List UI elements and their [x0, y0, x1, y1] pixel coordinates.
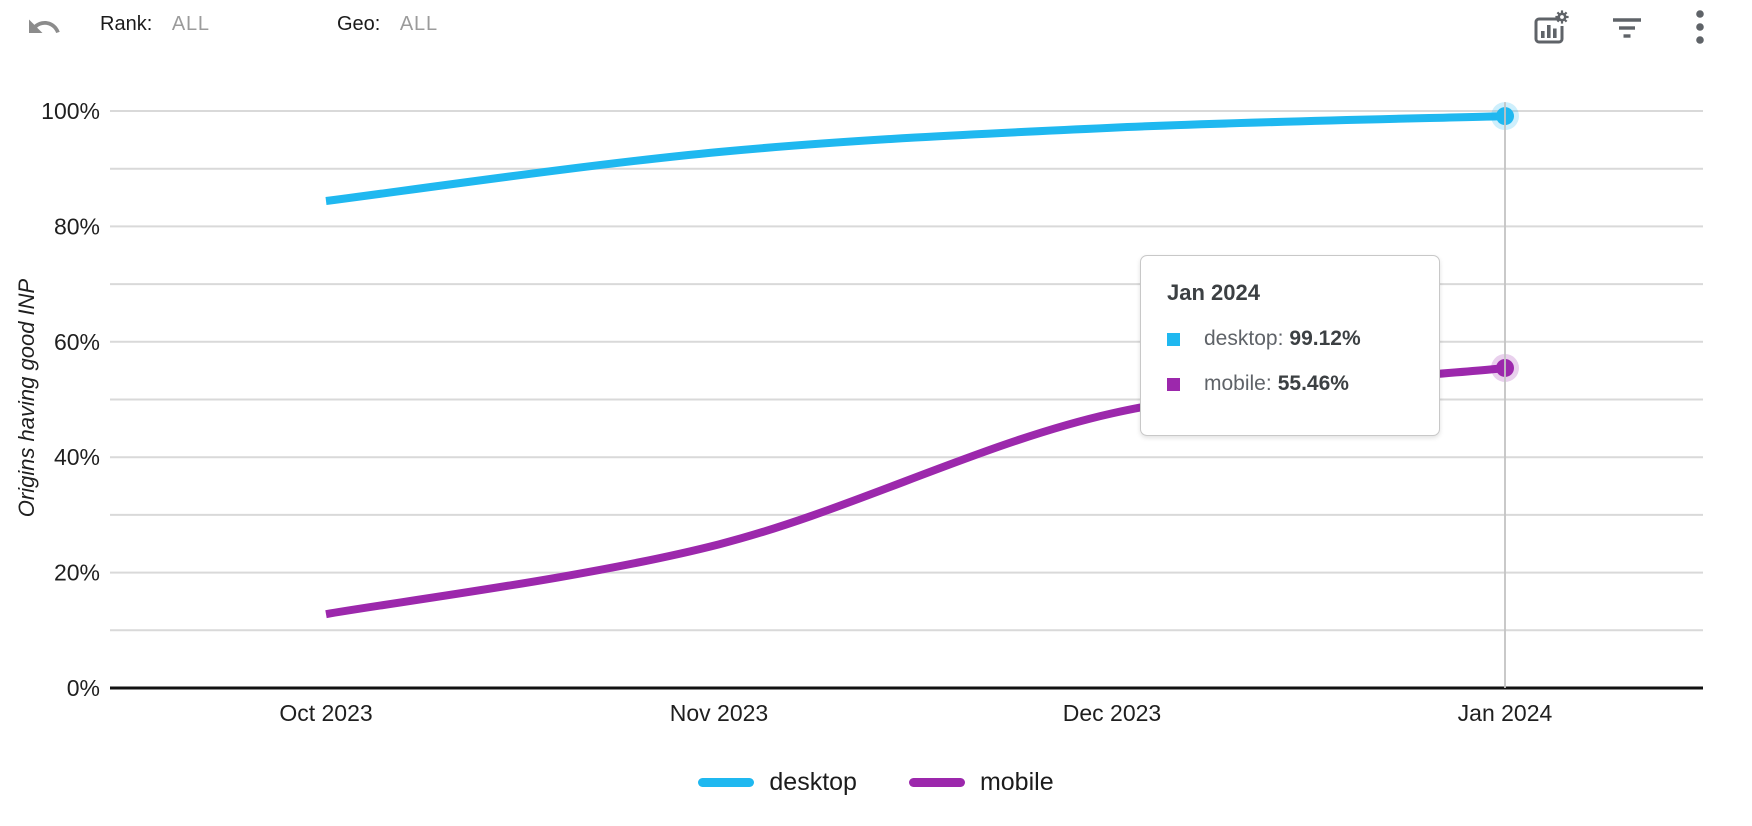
undo-button[interactable]	[26, 12, 62, 42]
x-tick-label: Nov 2023	[670, 700, 768, 726]
tooltip-mobile-label: mobile:	[1204, 372, 1272, 395]
geo-filter-label: Geo:	[337, 13, 381, 35]
rank-filter-value[interactable]: ALL	[171, 13, 210, 35]
mobile-series-swatch	[1167, 377, 1180, 391]
x-tick-label: Oct 2023	[279, 700, 372, 726]
tooltip-desktop-value: 99.12%	[1289, 327, 1361, 350]
chart-settings-icon	[1527, 10, 1571, 54]
line-chart-canvas[interactable]: 0% 20% 40% 60% 80% 100% Oct 2023 Nov 2023 Dec 20…	[0, 0, 1752, 760]
tooltip-desktop-label: desktop:	[1204, 327, 1284, 350]
mobile-legend-label: mobile	[979, 768, 1054, 796]
x-axis-labels: Oct 2023 Nov 2023 Dec 2023 Jan 2024	[279, 700, 1552, 726]
desktop-legend-swatch	[698, 778, 755, 787]
y-tick-label: 60%	[54, 329, 100, 355]
rank-filter-label: Rank:	[100, 13, 153, 35]
geo-filter: Geo: ALL	[337, 11, 438, 37]
y-tick-label: 40%	[54, 444, 100, 470]
filter-icon	[1608, 18, 1646, 48]
mobile-legend-swatch	[908, 778, 965, 787]
y-tick-label: 0%	[67, 675, 100, 701]
x-tick-label: Dec 2023	[1063, 700, 1161, 726]
toolbar: Rank: ALL Geo: ALL	[0, 0, 1752, 56]
x-tick-label: Jan 2024	[1458, 700, 1553, 726]
y-tick-label: 80%	[54, 213, 100, 239]
tooltip-mobile-value: 55.46%	[1277, 372, 1349, 395]
tooltip-row-mobile: mobile: 55.46%	[1167, 372, 1413, 396]
chart-legend: desktop mobile	[0, 768, 1752, 797]
more-options-button[interactable]	[1694, 8, 1706, 48]
filter-list-button[interactable]	[1608, 11, 1646, 45]
legend-item-mobile[interactable]: mobile	[908, 768, 1054, 797]
series-line-desktop[interactable]	[325, 112, 1506, 205]
y-axis-title: Origins having good INP	[14, 278, 39, 518]
desktop-legend-label: desktop	[769, 768, 857, 796]
tooltip-row-desktop: desktop: 99.12%	[1167, 327, 1413, 351]
y-tick-label: 20%	[54, 560, 100, 586]
chart-tooltip: Jan 2024 desktop: 99.12% mobile: 55.46%	[1140, 255, 1440, 436]
y-tick-label: 100%	[41, 98, 100, 124]
desktop-series-swatch	[1167, 332, 1180, 346]
tooltip-title: Jan 2024	[1167, 280, 1260, 305]
rank-filter: Rank: ALL	[100, 11, 210, 37]
legend-item-desktop[interactable]: desktop	[698, 768, 857, 797]
gridlines	[110, 110, 1703, 632]
more-vert-icon	[1694, 10, 1706, 51]
chart-settings-button[interactable]	[1527, 7, 1571, 51]
geo-filter-value[interactable]: ALL	[399, 13, 438, 35]
y-axis-labels: 0% 20% 40% 60% 80% 100%	[41, 98, 100, 701]
undo-icon	[26, 19, 62, 45]
